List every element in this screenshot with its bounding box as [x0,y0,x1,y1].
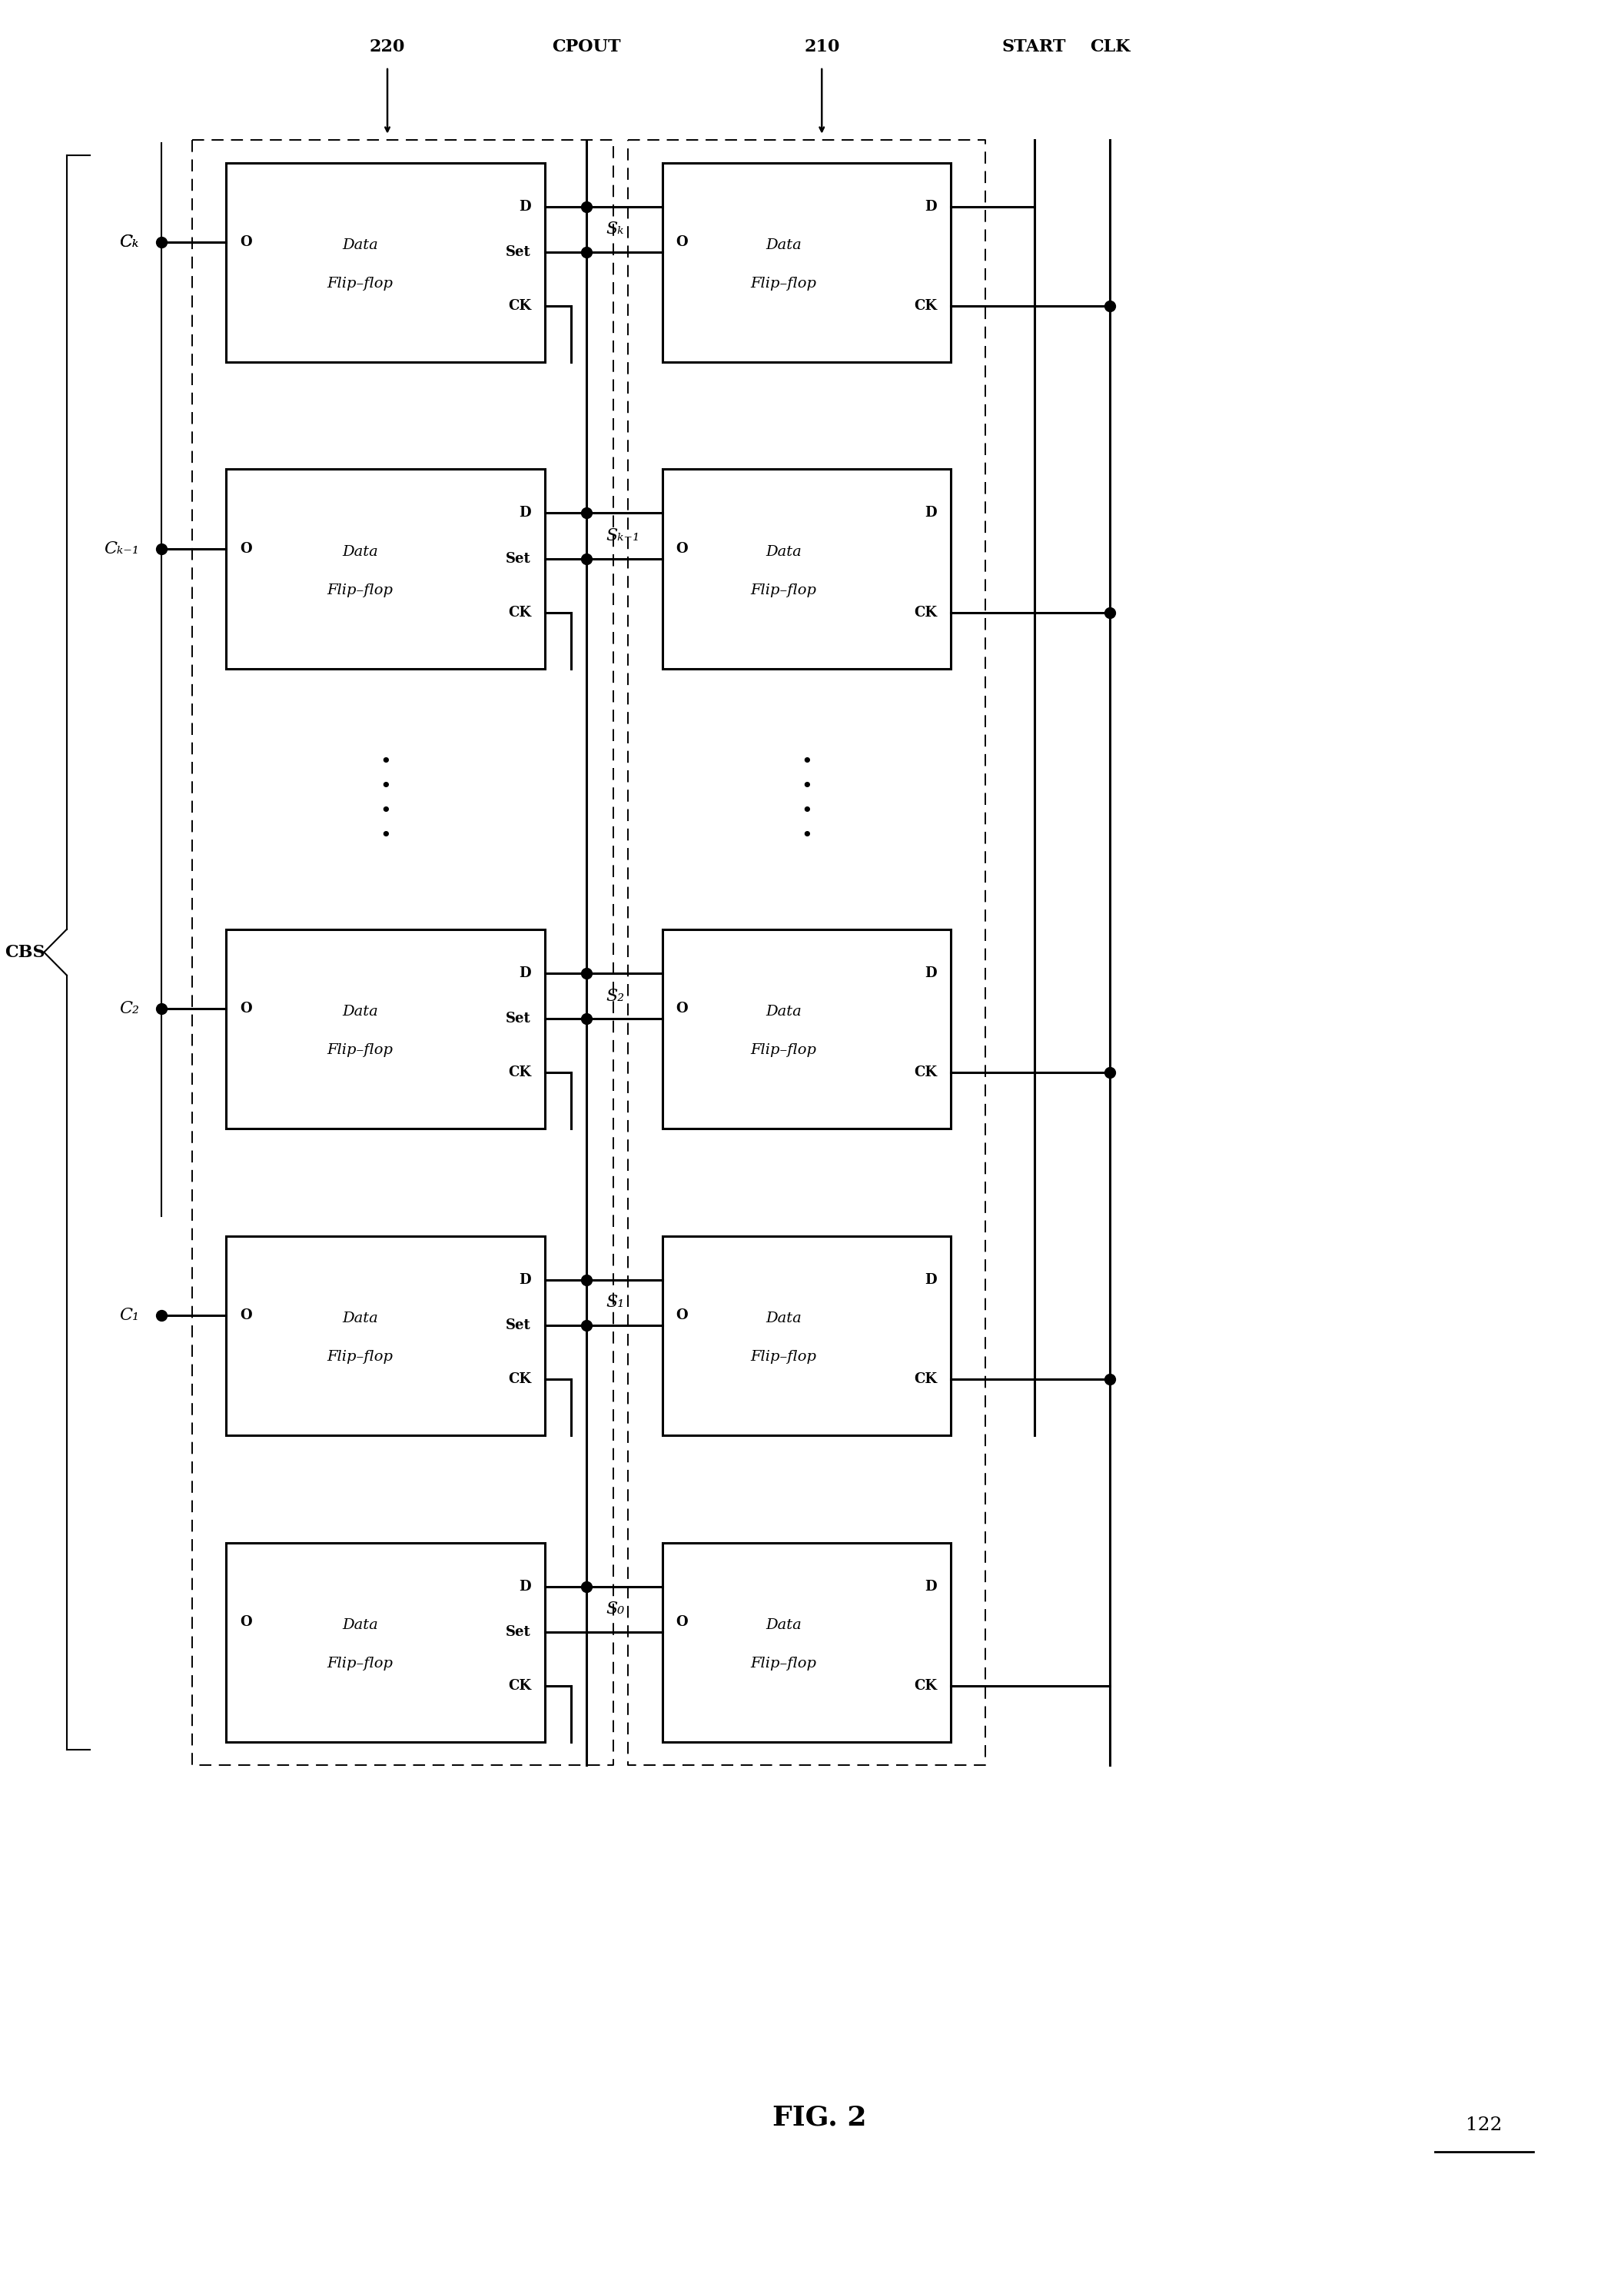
Text: O: O [240,1310,252,1323]
Text: C₁: C₁ [119,1308,140,1323]
Bar [226,1542,544,1742]
Text: D: D [926,1580,937,1594]
Text: Data: Data [343,239,378,252]
Text: Cₖ: Cₖ [120,234,140,250]
Bar [663,468,950,669]
Text: O: O [240,236,252,250]
Text: D: D [926,1273,937,1287]
Text: D: D [520,507,531,521]
Text: Set: Set [507,1319,531,1333]
Text: Set: Set [507,246,531,259]
Text: CPOUT: CPOUT [552,39,620,55]
Text: START: START [1002,39,1067,55]
Bar [226,164,544,362]
Text: Flip–flop: Flip–flop [750,277,817,291]
Text: Data: Data [765,1005,802,1019]
Text: Cₖ₋₁: Cₖ₋₁ [104,541,140,557]
Text: 122: 122 [1466,2117,1502,2133]
Bar [663,1542,950,1742]
Text: D: D [520,1580,531,1594]
Bar [663,164,950,362]
Text: Data: Data [343,1619,378,1633]
Text: CK: CK [914,1373,937,1387]
Text: CK: CK [914,1067,937,1080]
Text: Data: Data [765,1619,802,1633]
Bar [226,930,544,1128]
Bar [663,930,950,1128]
Text: Data: Data [343,1005,378,1019]
Text: CK: CK [508,300,531,314]
Text: Flip–flop: Flip–flop [326,1044,393,1057]
Text: 210: 210 [804,39,840,55]
Text: O: O [676,1310,689,1323]
Text: S₁: S₁ [606,1294,624,1312]
Text: CK: CK [914,605,937,621]
Text: O: O [240,1615,252,1628]
Bar [663,1235,950,1435]
Text: O: O [676,1615,689,1628]
Text: CBS: CBS [5,944,45,960]
Text: D: D [520,1273,531,1287]
Text: CK: CK [508,605,531,621]
Text: CK: CK [508,1373,531,1387]
Text: CK: CK [914,1678,937,1692]
Text: D: D [926,200,937,214]
Text: Flip–flop: Flip–flop [750,1658,817,1671]
Text: Sₖ₋₁: Sₖ₋₁ [606,528,640,543]
Text: Flip–flop: Flip–flop [750,584,817,598]
Text: C₂: C₂ [119,1001,140,1016]
Text: Data: Data [343,1312,378,1326]
Text: Data: Data [765,546,802,559]
Text: Flip–flop: Flip–flop [750,1351,817,1364]
Text: Set: Set [507,1012,531,1026]
Text: CK: CK [914,300,937,314]
Text: O: O [676,1003,689,1016]
Text: D: D [520,966,531,980]
Text: CLK: CLK [1090,39,1130,55]
Text: Set: Set [507,1626,531,1640]
Text: O: O [240,1003,252,1016]
Text: Flip–flop: Flip–flop [326,277,393,291]
Text: S₀: S₀ [606,1601,624,1617]
Text: 220: 220 [370,39,406,55]
Text: CK: CK [508,1678,531,1692]
Text: •
•
•
•: • • • • [380,753,391,844]
Text: O: O [676,541,689,555]
Text: O: O [240,541,252,555]
Text: CK: CK [508,1067,531,1080]
Text: Set: Set [507,553,531,566]
Bar [226,468,544,669]
Bar [226,1235,544,1435]
Text: O: O [676,236,689,250]
Text: Flip–flop: Flip–flop [326,584,393,598]
Text: •
•
•
•: • • • • [801,753,812,844]
Text: Data: Data [765,239,802,252]
Text: FIG. 2: FIG. 2 [771,2103,866,2131]
Text: S₂: S₂ [606,987,624,1005]
Text: D: D [926,966,937,980]
Text: Cₖ: Cₖ [120,234,140,250]
Text: D: D [926,507,937,521]
Text: Flip–flop: Flip–flop [750,1044,817,1057]
Text: Flip–flop: Flip–flop [326,1658,393,1671]
Text: Data: Data [765,1312,802,1326]
Text: Data: Data [343,546,378,559]
Text: Sₖ: Sₖ [606,221,624,239]
Text: D: D [520,200,531,214]
Text: Flip–flop: Flip–flop [326,1351,393,1364]
